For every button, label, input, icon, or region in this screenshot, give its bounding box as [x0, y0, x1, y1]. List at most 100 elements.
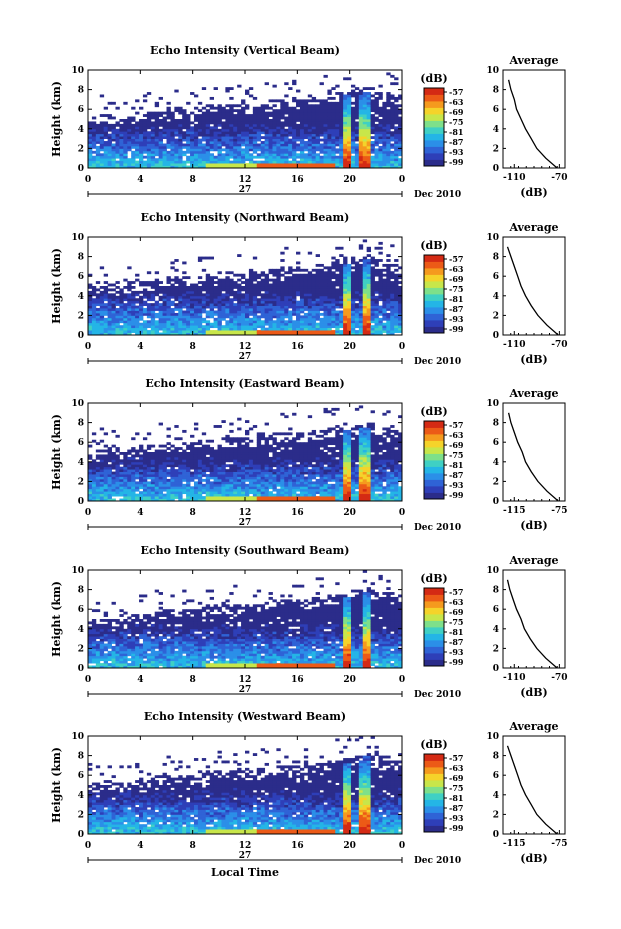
colorbar-segment — [424, 601, 444, 608]
colorbar-tick-label: -69 — [449, 440, 464, 450]
avg-y-tick-label: 0 — [493, 664, 499, 674]
y-tick-label: 0 — [78, 164, 84, 174]
x-tick-label: 16 — [291, 175, 304, 185]
colorbar-segment — [424, 588, 444, 595]
average-line — [507, 79, 558, 169]
avg-y-tick-label: 6 — [493, 105, 499, 115]
colorbar-tick-label: -87 — [449, 304, 463, 314]
avg-y-tick-label: 8 — [493, 419, 499, 429]
avg-y-tick-label: 8 — [493, 86, 499, 96]
x-tick-label: 4 — [137, 675, 143, 685]
avg-y-tick-label: 10 — [486, 399, 499, 409]
avg-y-tick-label: 8 — [493, 752, 499, 762]
colorbar-tick-label: -81 — [449, 460, 463, 470]
colorbar-unit: (dB) — [420, 405, 447, 418]
colorbar-tick-label: -99 — [449, 823, 464, 833]
x-tick-label: 20 — [343, 675, 356, 685]
x-tick-label: 12 — [239, 175, 252, 185]
colorbar-segment — [424, 607, 444, 615]
y-tick-label: 0 — [78, 497, 84, 507]
x-tick-label: 12 — [239, 675, 252, 685]
colorbar-segment — [424, 825, 444, 833]
y-tick-label: 2 — [78, 477, 84, 487]
avg-x-tick-label: -110 — [503, 673, 526, 683]
average-profile: Average 0 2 4 6 8 10 -110 -70 (dB) — [486, 554, 567, 699]
x-tick-label: 20 — [343, 841, 356, 851]
y-axis-label: Height (km) — [50, 747, 63, 823]
x-tick-label: 0 — [85, 675, 91, 685]
y-axis-label: Height (km) — [50, 414, 63, 490]
date-label: Dec 2010 — [414, 523, 461, 533]
colorbar-segment — [424, 94, 444, 102]
colorbar-frame — [423, 753, 445, 833]
y-tick-label: 6 — [78, 605, 84, 615]
y-axis-label: Height (km) — [50, 81, 63, 157]
colorbar-segment — [424, 633, 444, 641]
colorbar-tick-label: -87 — [449, 637, 463, 647]
colorbar-segment — [424, 614, 444, 621]
x-tick-label: 0 — [399, 175, 405, 185]
date-label: Dec 2010 — [414, 856, 461, 866]
date-label: Dec 2010 — [414, 357, 461, 367]
colorbar-segment — [424, 447, 444, 454]
panel-4: Echo Intensity (Southward Beam) 0 2 4 6 8 10 He… — [50, 544, 567, 700]
y-tick-label: 8 — [78, 86, 84, 96]
avg-x-tick-label: -110 — [503, 340, 526, 350]
panel-5: Echo Intensity (Westward Beam) 0 2 4 6 8 10 Hei… — [50, 710, 567, 866]
average-frame — [502, 69, 566, 169]
colorbar-tick-label: -57 — [449, 420, 463, 430]
avg-x-tick-label: -70 — [551, 173, 567, 183]
average-title: Average — [508, 221, 558, 234]
colorbar-segment — [424, 646, 444, 654]
colorbar-segment — [424, 819, 444, 826]
colorbar-tick-label: -75 — [449, 783, 463, 793]
avg-y-tick-label: 6 — [493, 771, 499, 781]
x-tick-label: 0 — [85, 508, 91, 518]
colorbar-tick-label: -99 — [449, 324, 464, 334]
avg-y-tick-label: 4 — [493, 292, 499, 302]
colorbar-tick-label: -93 — [449, 480, 464, 490]
x-tick-label: 0 — [85, 841, 91, 851]
colorbar-tick-label: -81 — [449, 627, 463, 637]
colorbar-tick-label: -57 — [449, 587, 463, 597]
colorbar-segment — [424, 799, 444, 807]
avg-y-tick-label: 2 — [493, 810, 499, 820]
avg-y-tick-label: 10 — [486, 233, 499, 243]
average-profile: Average 0 2 4 6 8 10 -115 -75 (dB) — [486, 387, 567, 532]
avg-y-tick-label: 6 — [493, 272, 499, 282]
y-tick-label: 8 — [78, 419, 84, 429]
average-xlabel: (dB) — [520, 186, 547, 199]
day-label: 27 — [239, 185, 252, 195]
colorbar: (dB)-57-63-69-75-81-87-93-99 — [420, 572, 464, 667]
avg-y-tick-label: 0 — [493, 830, 499, 840]
colorbar-segment — [424, 287, 444, 295]
colorbar-tick-label: -63 — [449, 97, 464, 107]
x-axis-label: Local Time — [211, 866, 279, 879]
avg-x-tick-label: -115 — [503, 839, 526, 849]
colorbar-segment — [424, 773, 444, 781]
y-tick-label: 2 — [78, 810, 84, 820]
average-line — [507, 412, 559, 502]
colorbar-segment — [424, 453, 444, 461]
colorbar-segment — [424, 620, 444, 628]
y-tick-label: 0 — [78, 664, 84, 674]
y-axis-label: Height (km) — [50, 581, 63, 657]
colorbar-segment — [424, 460, 444, 467]
x-tick-label: 4 — [137, 342, 143, 352]
x-tick-label: 8 — [190, 675, 196, 685]
colorbar-tick-label: -87 — [449, 803, 463, 813]
colorbar-tick-label: -69 — [449, 274, 464, 284]
x-tick-label: 4 — [137, 175, 143, 185]
avg-x-tick-label: -75 — [551, 839, 567, 849]
colorbar-segment — [424, 479, 444, 487]
x-tick-label: 8 — [190, 841, 196, 851]
colorbar-segment — [424, 754, 444, 761]
colorbar-segment — [424, 300, 444, 308]
colorbar-segment — [424, 594, 444, 602]
colorbar-tick-label: -93 — [449, 147, 464, 157]
heatmap-cells — [88, 239, 403, 336]
colorbar-segment — [424, 427, 444, 435]
avg-y-tick-label: 10 — [486, 566, 499, 576]
colorbar-segment — [424, 767, 444, 774]
